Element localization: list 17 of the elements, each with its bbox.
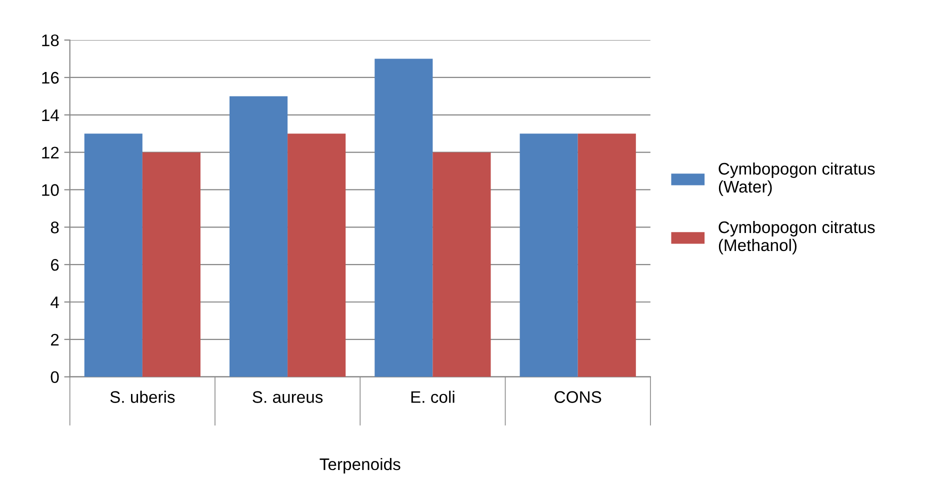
x-tick-label: CONS [554, 391, 602, 403]
y-tick-label: 18 [42, 34, 59, 46]
y-tick-label: 12 [42, 146, 59, 158]
y-tick-label: 6 [51, 258, 59, 271]
x-axis-title: Terpenoids [320, 458, 400, 474]
y-tick-label: 10 [42, 184, 59, 196]
x-tick-label: S. uberis [110, 390, 175, 403]
y-tick-label: 2 [51, 334, 59, 346]
y-tick-label: 8 [50, 222, 59, 234]
y-tick-label: 0 [50, 371, 59, 384]
x-tick-label: E. coli [411, 390, 454, 403]
y-tick-label: 14 [42, 109, 59, 121]
legend-label: Cymbopogon citratus (Methanol) [718, 220, 875, 254]
y-tick-label: 16 [42, 72, 59, 84]
y-tick-label: 4 [50, 296, 59, 308]
x-tick-label: S. aureus [252, 391, 323, 403]
legend-label: Cymbopogon citratus (Water) [718, 162, 875, 196]
